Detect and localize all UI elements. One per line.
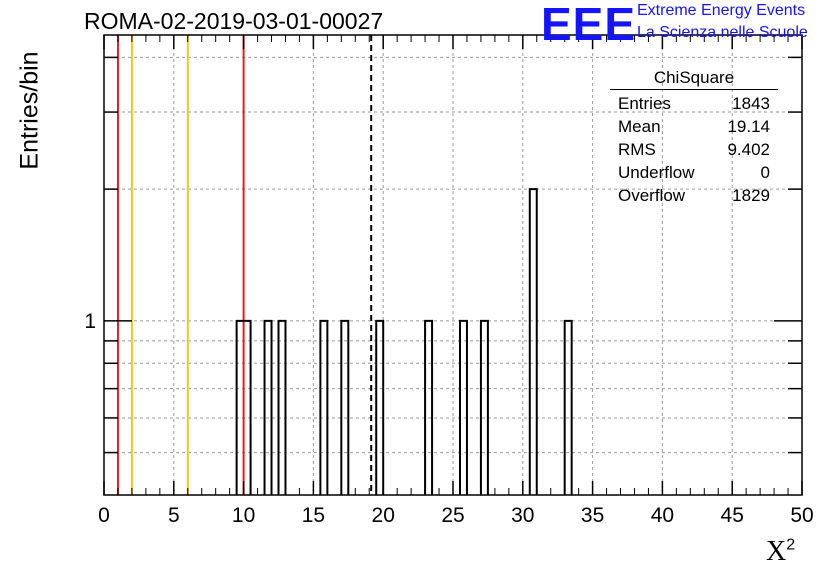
x-tick-label: 50: [790, 504, 813, 527]
x-tick-label: 45: [721, 504, 744, 527]
stats-row-entries: Entries 1843: [618, 94, 770, 113]
histogram-bar: [563, 319, 573, 495]
x-tick-label: 40: [651, 504, 674, 527]
x-tick-label: 25: [441, 504, 464, 527]
histogram-bar: [458, 319, 468, 495]
histogram-bar: [263, 319, 273, 495]
histogram-bar: [424, 319, 434, 495]
x-tick-label: 15: [302, 504, 325, 527]
histogram-bar: [479, 319, 489, 495]
logo-caption-line2: La Scienza nelle Scuole: [637, 24, 808, 41]
x-tick-label: 10: [232, 504, 255, 527]
histogram-bar: [340, 319, 350, 495]
histogram-bar: [235, 319, 252, 495]
eee-logo: EEE: [541, 0, 637, 50]
x-tick-label: 20: [372, 504, 395, 527]
stats-row-overflow: Overflow 1829: [618, 186, 770, 205]
logo-caption-line1: Extreme Energy Events: [637, 2, 806, 19]
stats-row-underflow: Underflow 0: [618, 163, 770, 182]
x-tick-label: 30: [511, 504, 534, 527]
x-tick-label: 35: [581, 504, 604, 527]
stats-title: ChiSquare: [610, 68, 778, 90]
y-tick-label: 1: [84, 310, 96, 333]
stats-row-mean: Mean 19.14: [618, 117, 770, 136]
histogram-bar: [375, 319, 385, 495]
stats-row-rms: RMS 9.402: [618, 140, 770, 159]
y-axis-label: Entries/bin: [15, 51, 44, 170]
x-axis-label: X2: [766, 536, 796, 567]
stats-box: ChiSquare Entries 1843 Mean 19.14 RMS 9.402…: [610, 68, 778, 207]
chart-title: ROMA-02-2019-03-01-00027: [84, 8, 384, 34]
histogram-bar: [528, 188, 538, 495]
histogram-bar: [277, 319, 287, 495]
histogram-bar: [319, 319, 329, 495]
x-tick-label: 0: [98, 504, 110, 527]
x-tick-label: 5: [168, 504, 180, 527]
